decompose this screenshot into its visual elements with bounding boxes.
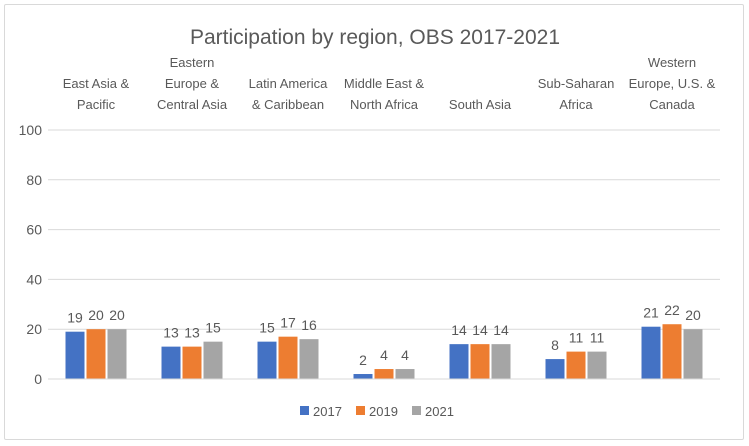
legend-swatch-2019	[356, 406, 365, 415]
y-tick-label: 20	[26, 321, 42, 337]
bar-2019	[374, 369, 394, 379]
data-label: 22	[664, 302, 680, 318]
category-label: Sub-Saharan	[538, 76, 615, 91]
bar-2017	[449, 344, 469, 379]
bar-2019	[662, 324, 682, 379]
data-label: 4	[401, 347, 409, 363]
category-label: Europe, U.S. &	[629, 76, 716, 91]
data-label: 16	[301, 317, 317, 333]
data-label: 20	[685, 307, 701, 323]
legend-label: 2017	[313, 404, 342, 419]
data-label: 14	[451, 322, 467, 338]
bar-2019	[566, 351, 586, 379]
category-label: South Asia	[449, 97, 512, 112]
data-label: 2	[359, 352, 367, 368]
data-label: 8	[551, 337, 559, 353]
category-label: Africa	[559, 97, 593, 112]
bar-2019	[182, 346, 202, 379]
y-tick-label: 100	[19, 122, 43, 138]
y-tick-label: 0	[34, 371, 42, 387]
bar-2021	[107, 329, 127, 379]
data-label: 20	[109, 307, 125, 323]
category-label: Middle East &	[344, 76, 425, 91]
bar-2017	[545, 359, 565, 379]
data-label: 11	[569, 330, 584, 346]
data-label: 11	[590, 330, 605, 346]
data-label: 19	[67, 310, 83, 326]
category-label: Western	[648, 55, 696, 70]
chart-title: Participation by region, OBS 2017-2021	[190, 26, 560, 49]
bar-2017	[161, 346, 181, 379]
data-label: 17	[280, 315, 296, 331]
category-label: North Africa	[350, 97, 419, 112]
category-label: Eastern	[170, 55, 215, 70]
bar-2021	[683, 329, 703, 379]
data-label: 15	[259, 320, 275, 336]
bar-2021	[587, 351, 607, 379]
bar-2021	[491, 344, 511, 379]
bar-2021	[299, 339, 319, 379]
bar-2021	[203, 341, 223, 379]
data-label: 13	[184, 325, 200, 341]
category-label: Canada	[649, 97, 695, 112]
bar-2017	[65, 331, 85, 379]
data-label: 14	[472, 322, 488, 338]
data-label: 4	[380, 347, 388, 363]
chart-frame	[4, 4, 744, 440]
category-label: & Caribbean	[252, 97, 324, 112]
category-label: East Asia &	[63, 76, 130, 91]
category-label: Europe &	[165, 76, 220, 91]
legend-swatch-2017	[300, 406, 309, 415]
bar-2017	[257, 341, 277, 379]
data-label: 13	[163, 325, 179, 341]
data-label: 21	[643, 305, 659, 321]
category-label: Pacific	[77, 97, 116, 112]
data-label: 14	[493, 322, 509, 338]
y-tick-label: 80	[26, 172, 42, 188]
category-label: Latin America	[249, 76, 329, 91]
y-tick-label: 40	[26, 271, 42, 287]
bar-2017	[353, 374, 373, 379]
bar-2019	[86, 329, 106, 379]
category-label: Central Asia	[157, 97, 228, 112]
bar-2021	[395, 369, 415, 379]
y-tick-label: 60	[26, 222, 42, 238]
legend-label: 2019	[369, 404, 398, 419]
data-label: 15	[205, 320, 221, 336]
legend-swatch-2021	[412, 406, 421, 415]
bar-2019	[278, 336, 298, 379]
data-label: 20	[88, 307, 104, 323]
bar-2019	[470, 344, 490, 379]
legend-label: 2021	[425, 404, 454, 419]
bar-2017	[641, 326, 661, 379]
